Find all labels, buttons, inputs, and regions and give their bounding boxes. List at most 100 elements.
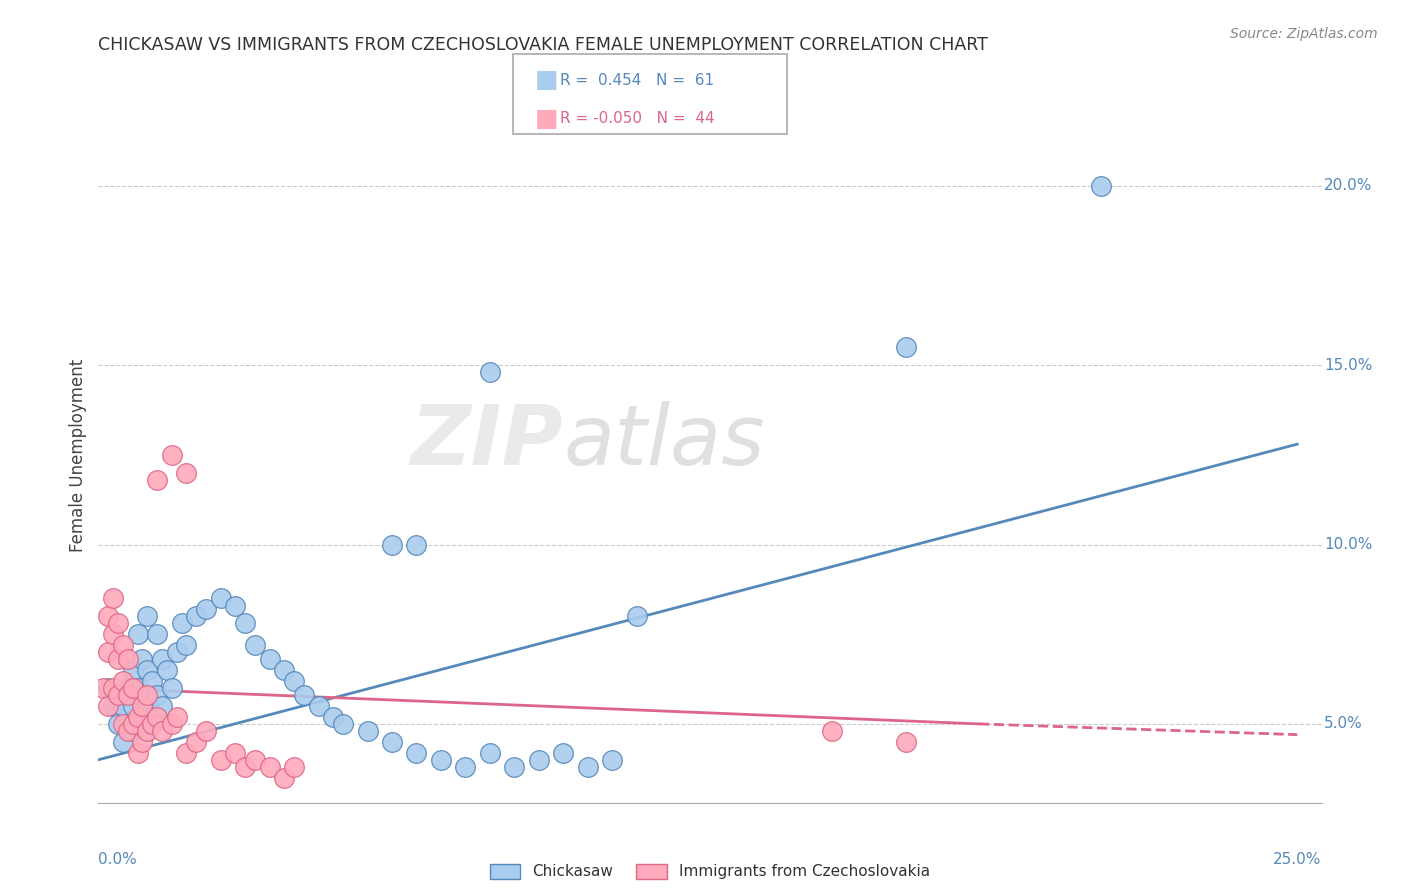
Point [136,663,159,677]
Point [233,760,256,774]
Point [292,688,315,702]
Point [121,717,143,731]
Point [111,673,134,688]
Y-axis label: Female Unemployment: Female Unemployment [69,359,87,551]
Point [1090,178,1112,193]
Point [136,724,159,739]
Text: 0.0%: 0.0% [98,852,138,866]
Point [160,448,183,462]
Point [141,710,163,724]
Text: 15.0%: 15.0% [1324,358,1372,373]
Point [136,688,159,702]
Point [259,760,281,774]
Point [894,735,917,749]
Point [117,688,139,702]
Point [430,753,453,767]
Point [209,753,232,767]
Point [111,698,134,713]
Text: 20.0%: 20.0% [1324,178,1372,194]
Point [101,698,124,713]
Point [166,645,188,659]
Point [121,663,143,677]
Point [405,746,427,760]
Point [160,681,183,695]
Point [527,753,550,767]
Point [111,638,134,652]
Point [121,698,143,713]
Point [127,627,149,641]
Text: ■: ■ [534,69,558,92]
Point [156,663,179,677]
Point [136,609,159,624]
Point [121,681,143,695]
Point [131,710,153,724]
Point [131,735,153,749]
Point [478,366,501,380]
Point [195,724,218,739]
Point [600,753,623,767]
Point [150,724,173,739]
Point [356,724,378,739]
Point [381,735,404,749]
Point [146,473,169,487]
Point [576,760,599,774]
Point [141,717,163,731]
Text: R = -0.050   N =  44: R = -0.050 N = 44 [560,112,714,126]
Point [107,616,129,631]
Point [101,681,124,695]
Point [405,538,427,552]
Point [503,760,526,774]
Point [176,466,198,480]
Point [107,688,129,702]
Point [101,591,124,606]
Point [166,710,188,724]
Text: 5.0%: 5.0% [1324,716,1362,731]
Point [243,638,266,652]
Point [91,681,114,695]
Point [146,710,169,724]
Point [131,652,153,666]
Point [111,735,134,749]
Point [283,673,305,688]
Point [332,717,354,731]
Point [127,710,149,724]
Point [117,681,139,695]
Text: ZIP: ZIP [411,401,564,482]
Point [233,616,256,631]
Point [117,717,139,731]
Point [136,724,159,739]
Point [141,673,163,688]
Point [170,616,193,631]
Text: Source: ZipAtlas.com: Source: ZipAtlas.com [1230,27,1378,41]
Point [322,710,344,724]
Point [111,717,134,731]
Point [146,688,169,702]
Point [478,746,501,760]
Text: R =  0.454   N =  61: R = 0.454 N = 61 [560,73,714,87]
Point [127,681,149,695]
Text: CHICKASAW VS IMMIGRANTS FROM CZECHOSLOVAKIA FEMALE UNEMPLOYMENT CORRELATION CHAR: CHICKASAW VS IMMIGRANTS FROM CZECHOSLOVA… [98,36,988,54]
Point [117,724,139,739]
Point [127,746,149,760]
Point [146,627,169,641]
Point [176,638,198,652]
Point [136,698,159,713]
Point [97,698,120,713]
Point [121,724,143,739]
Point [97,645,120,659]
Point [626,609,648,624]
Text: ■: ■ [534,107,558,130]
Point [224,599,246,613]
Point [381,538,404,552]
Legend: Chickasaw, Immigrants from Czechoslovakia: Chickasaw, Immigrants from Czechoslovaki… [484,857,936,886]
Point [186,735,208,749]
Point [186,609,208,624]
Text: 10.0%: 10.0% [1324,537,1372,552]
Point [821,724,844,739]
Point [150,698,173,713]
Point [176,746,198,760]
Point [131,698,153,713]
Point [97,609,120,624]
Point [127,717,149,731]
Point [97,681,120,695]
